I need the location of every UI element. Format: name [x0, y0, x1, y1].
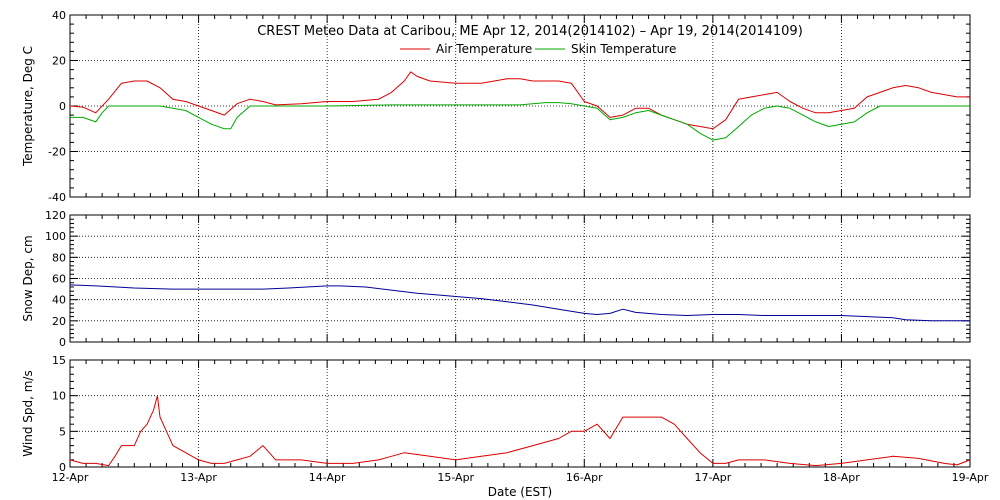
- legend-label: Air Temperature: [436, 42, 532, 56]
- y-tick-label: 40: [52, 9, 66, 22]
- x-tick-label: 13-Apr: [180, 471, 217, 484]
- y-tick-label: -20: [48, 146, 66, 159]
- x-tick-label: 15-Apr: [437, 471, 474, 484]
- panel-2: 0 20 40 60 80 100 120 Snow Dep, cm: [21, 209, 971, 349]
- chart-panels: -40 -20 0 20 40 Temperature, Deg C 0 20 40 60 80 10…: [21, 9, 971, 474]
- y-tick-label: 15: [52, 354, 66, 367]
- panel-3: 0 5 10 15 Wind Spd, m/s: [21, 354, 971, 474]
- x-tick-label: 18-Apr: [823, 471, 860, 484]
- x-axis-label: Date (EST): [488, 485, 552, 499]
- y-tick-label: -40: [48, 191, 66, 204]
- x-tick-label: 17-Apr: [694, 471, 731, 484]
- y-tick-label: 120: [45, 209, 66, 222]
- y-tick-label: 60: [52, 273, 66, 286]
- y-tick-label: 0: [59, 461, 66, 474]
- panel-1: -40 -20 0 20 40 Temperature, Deg C: [21, 9, 971, 204]
- series-line-skin-temperature: [70, 102, 970, 141]
- y-tick-label: 10: [52, 390, 66, 403]
- x-tick-label: 19-Apr: [952, 471, 989, 484]
- y-tick-label: 100: [45, 230, 66, 243]
- y-tick-label: 40: [52, 294, 66, 307]
- x-tick-label: 12-Apr: [52, 471, 89, 484]
- y-tick-label: 80: [52, 251, 66, 264]
- x-axis: 12-Apr 13-Apr 14-Apr 15-Apr 16-Apr 17-Apr 18-A…: [52, 471, 989, 484]
- legend-label: Skin Temperature: [571, 42, 676, 56]
- x-tick-label: 14-Apr: [309, 471, 346, 484]
- y-axis-label: Temperature, Deg C: [21, 46, 35, 167]
- series-line-air-temperature: [69, 71, 970, 130]
- y-tick-label: 5: [59, 425, 66, 438]
- y-axis-label: Snow Dep, cm: [21, 235, 35, 321]
- plot-frame: [69, 359, 971, 468]
- x-tick-label: 16-Apr: [566, 471, 603, 484]
- y-tick-label: 0: [59, 336, 66, 349]
- series-line-snow-depth: [69, 284, 970, 322]
- y-tick-label: 0: [59, 100, 66, 113]
- legend: Air Temperature Skin Temperature: [400, 42, 676, 56]
- chart-title: CREST Meteo Data at Caribou, ME Apr 12, …: [257, 24, 803, 39]
- y-tick-label: 20: [52, 55, 66, 68]
- y-tick-label: 20: [52, 315, 66, 328]
- series-line-wind-speed: [69, 395, 971, 467]
- y-axis-label: Wind Spd, m/s: [21, 370, 35, 456]
